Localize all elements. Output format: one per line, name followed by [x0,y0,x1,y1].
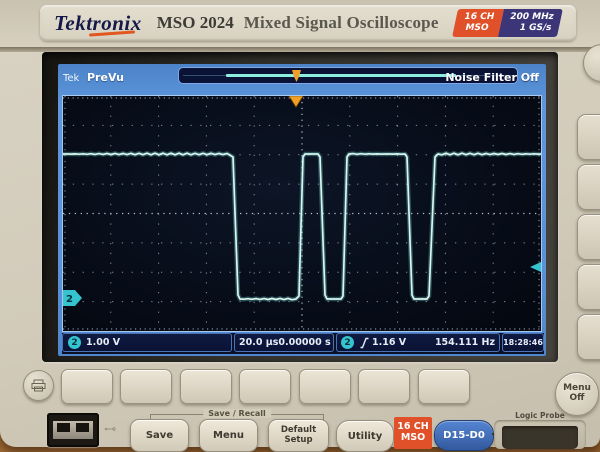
soft-key-1[interactable] [61,369,113,404]
bandwidth-badge: 200 MHz 1 GS/s [497,9,563,37]
spec-badges: 16 CH MSO 200 MHz 1 GS/s [451,9,563,37]
usb-logo-icon [104,426,116,432]
printer-icon [31,379,46,392]
side-menu-button-3[interactable] [577,214,600,260]
soft-key-2[interactable] [120,369,172,404]
usb-port [47,413,99,447]
status-bar: 2 1.00 V 20.0 μs 0.00000 s 2 1.16 V 154.… [62,333,544,354]
save-button[interactable]: Save [130,419,189,452]
print-button[interactable] [23,370,54,401]
waveform-plot: 2 [63,96,541,331]
svg-text:2: 2 [66,294,73,305]
save-recall-label: Save / Recall [203,409,271,418]
trigger-position-icon [292,70,301,82]
graticule: 2 [62,95,542,332]
timebase-value: 20.0 μs [239,337,279,348]
channel2-scale: 1.00 V [86,337,121,348]
clock-time: 18:28:46 [503,338,543,347]
noise-filter-status: Noise Filter Off [445,71,539,84]
channel-scale-readout: 2 1.00 V [62,333,232,352]
channel2-badge: 2 [68,336,81,349]
utility-button[interactable]: Utility [336,420,394,452]
horizontal-position: 0.00000 s [278,337,331,348]
record-window [226,74,456,77]
acquisition-mode: PreVu [87,71,124,84]
clock-readout: 18:28:46 [502,333,544,352]
channels-badge: 16 CH MSO [451,9,504,37]
soft-key-6[interactable] [358,369,410,404]
soft-key-4[interactable] [239,369,291,404]
soft-key-3[interactable] [180,369,232,404]
product-name: Mixed Signal Oscilloscope [243,13,439,32]
menu-button[interactable]: Menu [199,419,258,452]
side-menu-button-4[interactable] [577,264,600,310]
trigger-level: 1.16 V [372,337,407,348]
top-strip: Tektronix MSO 2024 Mixed Signal Oscillos… [0,0,600,47]
tektronix-logo: Tektronix [54,10,142,35]
rising-edge-icon [360,337,369,348]
soft-key-5[interactable] [299,369,351,404]
logic-probe-connector [494,420,586,449]
side-menu-button-1[interactable] [577,114,600,160]
save-recall-group: Save / Recall [150,409,324,420]
logic-probe-label: Logic Probe [515,411,565,420]
lcd-display: Tek PreVu Noise Filter Off 2 2 1.00 V [58,64,546,356]
tek-tag: Tek [63,73,80,84]
trigger-frequency: 154.111 Hz [434,337,495,348]
menu-off-button[interactable]: Menu Off [555,372,599,416]
model-number: MSO 2024 [156,13,234,32]
digital-channels-button[interactable]: D15-D0 [434,420,494,451]
side-menu-button-5[interactable] [577,314,600,360]
screen-recess: Tek PreVu Noise Filter Off 2 2 1.00 V [42,52,558,362]
default-setup-button[interactable]: Default Setup [268,419,329,452]
trigger-source-badge: 2 [341,336,354,349]
soft-key-7[interactable] [418,369,470,404]
mso-channels-label: 16 CH MSO [394,417,432,449]
bezel-seam [0,47,600,52]
timebase-readout: 20.0 μs 0.00000 s [234,333,334,352]
side-menu-button-2[interactable] [577,164,600,210]
nameplate: Tektronix MSO 2024 Mixed Signal Oscillos… [40,5,576,41]
trigger-readout: 2 1.16 V 154.111 Hz [336,333,500,352]
record-view-bar [178,67,518,84]
